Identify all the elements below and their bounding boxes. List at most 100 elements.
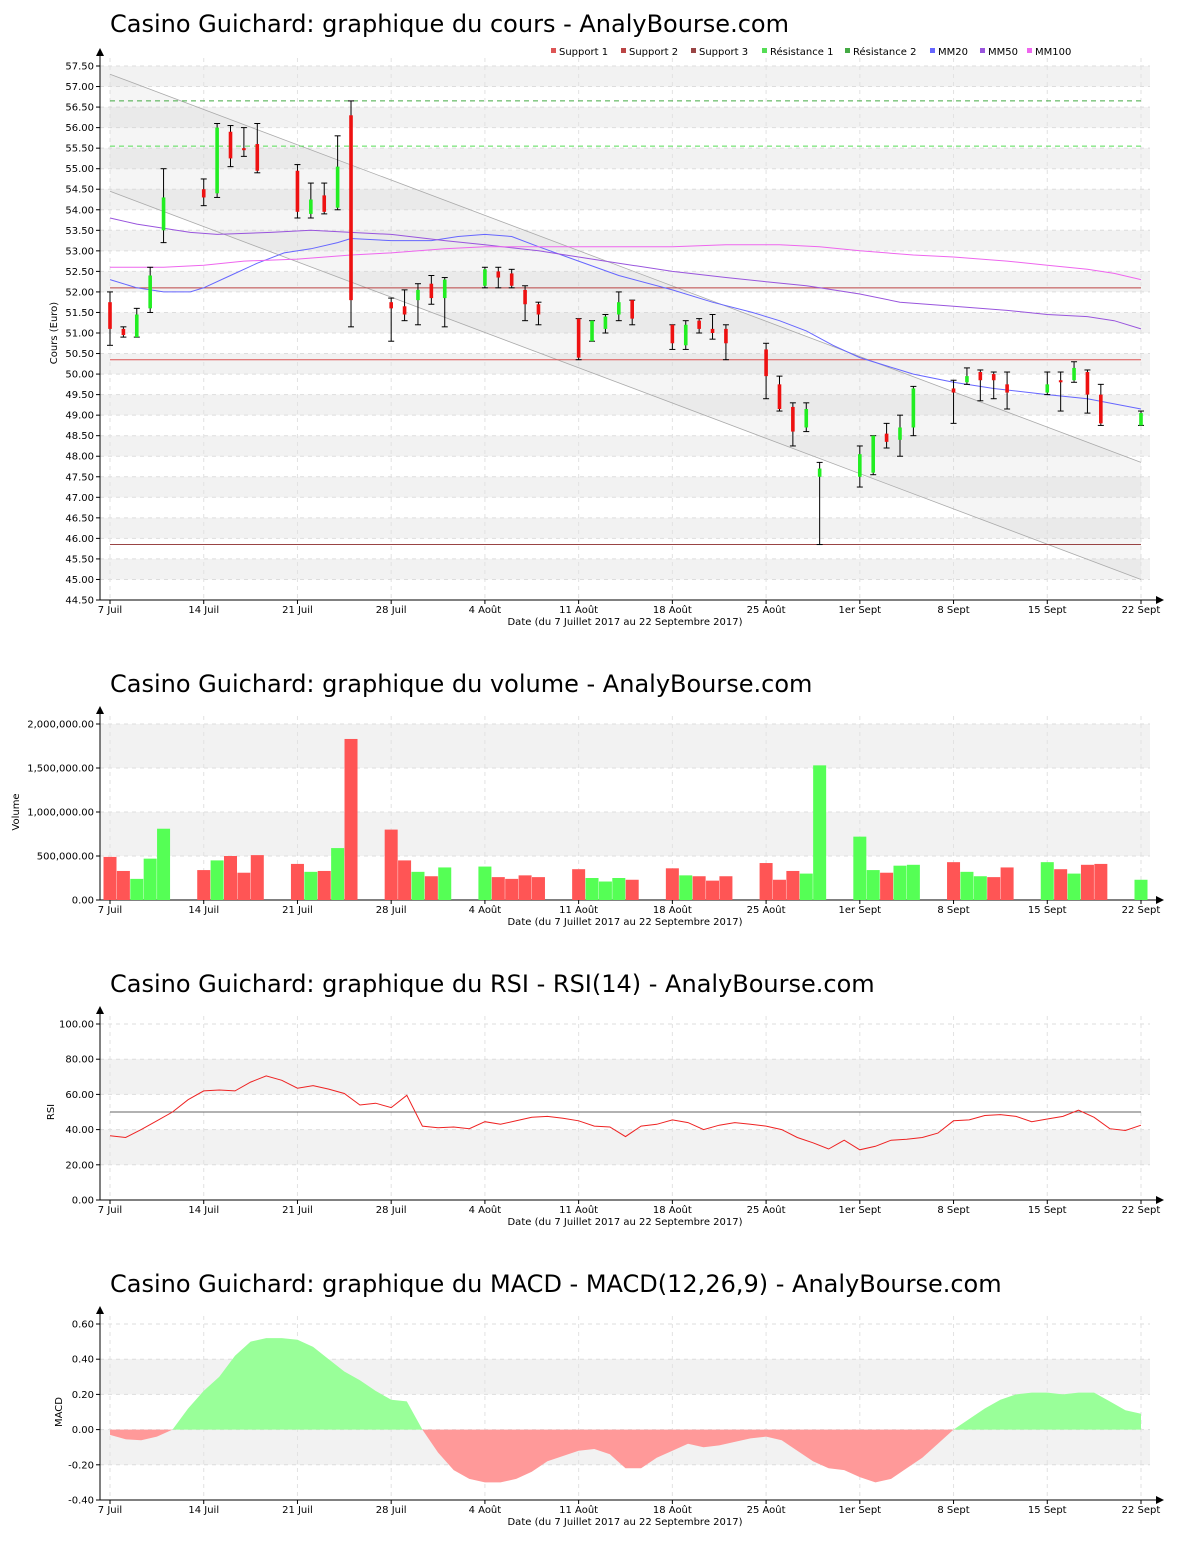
volume-bar xyxy=(679,875,693,900)
volume-bar xyxy=(157,828,171,900)
y-tick-label: 51.50 xyxy=(65,308,94,319)
legend-label: Résistance 1 xyxy=(770,46,833,58)
candle-body xyxy=(670,324,675,344)
x-tick-label: 8 Sept xyxy=(937,905,969,916)
candle-body xyxy=(295,170,300,212)
y-tick-label: 100.00 xyxy=(59,1020,94,1031)
grid-band xyxy=(100,394,1150,416)
grid-band xyxy=(100,148,1150,169)
grid-band xyxy=(100,66,1150,87)
volume-bar xyxy=(304,871,318,900)
volume-bar xyxy=(598,881,612,900)
candle-body xyxy=(161,197,166,231)
x-tick-label: 1er Sept xyxy=(839,605,882,616)
x-axis-arrow xyxy=(1156,896,1164,904)
x-tick-label: 14 Juil xyxy=(188,905,219,916)
volume-bar xyxy=(250,855,264,900)
legend-label: Support 1 xyxy=(559,47,608,58)
rsi-chart: 0.00 20.00 40.00 60.00 80.00 100.00 7 Juil 14 J… xyxy=(46,1006,1164,1228)
volume-bar xyxy=(1094,863,1108,900)
volume-bar xyxy=(143,858,157,900)
volume-bar xyxy=(866,870,880,900)
y-axis-title: RSI xyxy=(46,1104,57,1120)
legend-swatch xyxy=(930,48,935,53)
grid-band xyxy=(100,1059,1150,1095)
volume-bar xyxy=(585,878,599,900)
legend-swatch xyxy=(621,48,626,53)
candle-body xyxy=(804,408,809,428)
candle-body xyxy=(228,131,233,159)
candle-body xyxy=(991,374,996,381)
volume-bar xyxy=(1054,869,1068,900)
candle-body xyxy=(1139,413,1143,426)
y-tick-label: 0.20 xyxy=(72,1390,94,1401)
x-tick-label: 18 Août xyxy=(653,904,692,916)
x-tick-label: 1er Sept xyxy=(839,905,882,916)
y-tick-label: 57.50 xyxy=(65,62,94,73)
x-axis-title: Date (du 7 Juillet 2017 au 22 Septembre … xyxy=(507,1517,742,1528)
grid-band xyxy=(100,812,1150,856)
candle-body xyxy=(349,115,353,301)
candle-body xyxy=(697,320,701,329)
candle-body xyxy=(1085,372,1090,395)
x-tick-label: 22 Sept xyxy=(1122,605,1161,616)
y-tick-label: 54.50 xyxy=(65,185,94,196)
volume-bar xyxy=(893,865,907,900)
x-tick-label: 8 Sept xyxy=(937,1205,969,1216)
candle-body xyxy=(978,372,983,381)
volume-bar xyxy=(813,765,827,900)
y-tick-label: 0.00 xyxy=(72,1425,94,1436)
y-tick-label: 50.50 xyxy=(65,349,94,360)
candle-body xyxy=(1072,367,1076,381)
y-tick-label: 48.50 xyxy=(65,431,94,442)
y-tick-label: 50.00 xyxy=(65,370,94,381)
x-tick-label: 4 Août xyxy=(469,1204,502,1216)
x-tick-label: 8 Sept xyxy=(937,605,969,616)
x-tick-label: 15 Sept xyxy=(1028,605,1067,616)
x-tick-label: 21 Juil xyxy=(282,1505,313,1516)
y-tick-label: 45.50 xyxy=(65,554,94,565)
volume-bar xyxy=(518,875,532,900)
trend-channel-upper xyxy=(109,73,1142,463)
grid-band xyxy=(100,476,1150,498)
candle-body xyxy=(576,318,581,358)
x-axis-title: Date (du 7 Juillet 2017 au 22 Septembre … xyxy=(507,917,742,928)
volume-bar xyxy=(706,880,720,900)
y-tick-label: 60.00 xyxy=(65,1090,94,1101)
y-tick-label: 47.50 xyxy=(65,472,94,483)
legend-swatch xyxy=(845,48,850,53)
candle-body xyxy=(884,433,889,442)
candle-body xyxy=(965,376,969,383)
volume-bar xyxy=(1000,867,1014,900)
volume-bar xyxy=(719,876,733,900)
x-tick-label: 11 Août xyxy=(559,1504,598,1516)
y-tick-label: 0.40 xyxy=(72,1355,94,1366)
volume-bar xyxy=(130,878,144,900)
y-tick-label: -0.20 xyxy=(68,1460,94,1471)
x-tick-label: 28 Juil xyxy=(376,1505,407,1516)
candle-body xyxy=(817,468,822,477)
grid-band xyxy=(100,312,1150,333)
candle-body xyxy=(523,289,527,305)
candle-body xyxy=(148,275,152,309)
grid-band xyxy=(100,189,1150,210)
y-tick-label: 1,500,000.00 xyxy=(27,764,94,775)
candle-body xyxy=(536,304,541,315)
volume-bar xyxy=(799,873,813,900)
grid-band xyxy=(100,107,1150,128)
y-tick-label: 46.50 xyxy=(65,513,94,524)
y-axis-arrow xyxy=(96,706,104,714)
y-tick-label: 47.00 xyxy=(65,493,94,504)
candle-body xyxy=(617,302,621,315)
x-axis-arrow xyxy=(1156,1496,1164,1504)
y-tick-label: 56.00 xyxy=(65,123,94,134)
y-axis-title: Cours (Euro) xyxy=(49,302,60,365)
candle-body xyxy=(496,271,501,278)
volume-bar xyxy=(572,869,586,900)
x-tick-label: 15 Sept xyxy=(1028,1505,1067,1516)
candle-body xyxy=(1045,384,1050,393)
volume-bar xyxy=(947,862,961,900)
y-axis-title: MACD xyxy=(54,1397,65,1427)
mm100-line xyxy=(110,244,1142,281)
candle-body xyxy=(255,144,260,171)
